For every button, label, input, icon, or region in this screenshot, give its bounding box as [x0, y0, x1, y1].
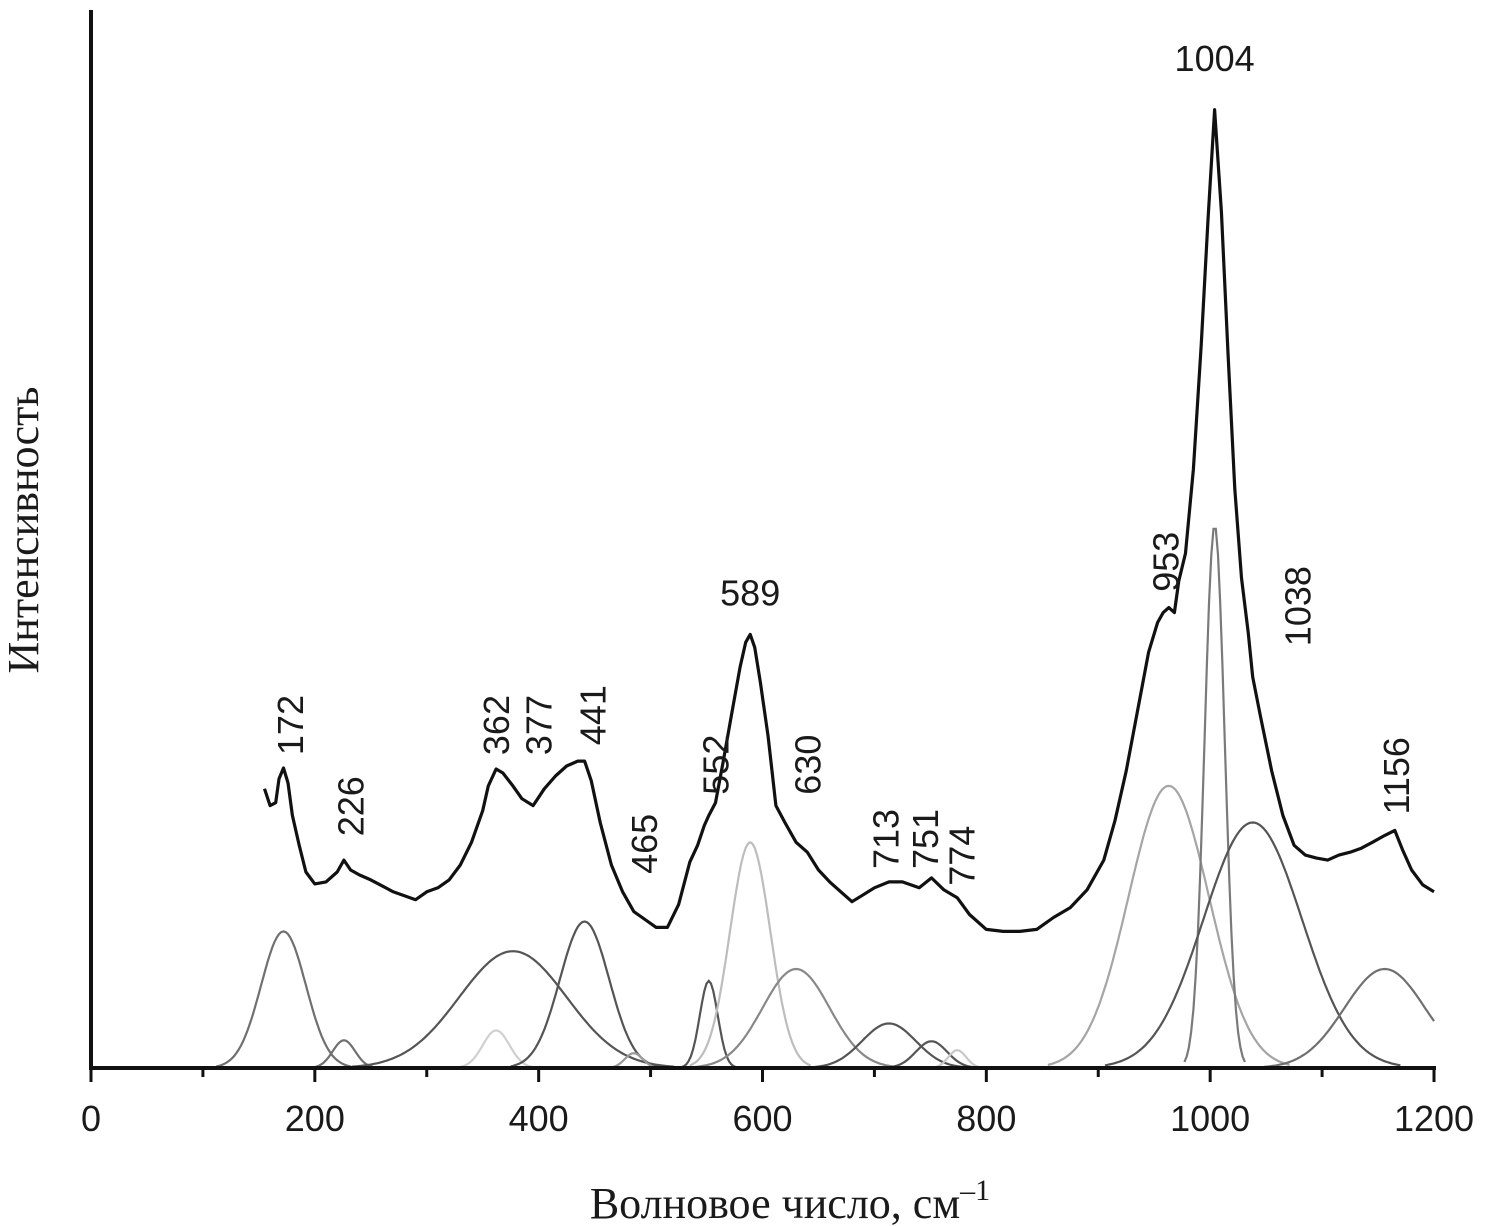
x-tick-label: 1000 [1170, 1098, 1250, 1139]
y-axis-title: Интенсивность [0, 387, 48, 674]
component-curve-441 [510, 920, 659, 1068]
component-curve-774 [930, 1049, 985, 1069]
peak-label-441: 441 [572, 685, 613, 745]
spectrum-line [262, 108, 1435, 933]
peak-label-630: 630 [787, 735, 828, 795]
x-tick-label: 600 [732, 1098, 792, 1139]
peak-label-377: 377 [519, 695, 560, 755]
x-axis-title-unit-exponent: –1 [959, 1174, 990, 1207]
component-curve-630 [695, 967, 897, 1068]
x-axis-title: Волновое число, см–1 [590, 1174, 990, 1226]
peak-label-713: 713 [866, 809, 907, 869]
peak-label-172: 172 [270, 695, 311, 755]
peak-label-552: 552 [696, 735, 737, 795]
component-curve-377 [351, 950, 675, 1068]
peak-label-953: 953 [1145, 532, 1186, 592]
peak-label-774: 774 [942, 826, 983, 886]
fitted-components [216, 527, 1435, 1069]
component-curve-485 [606, 1052, 661, 1069]
component-curve-751 [884, 1040, 979, 1069]
component-curve-552 [681, 979, 737, 1069]
component-curve-1004 [1183, 527, 1246, 1063]
component-curve-963 [1047, 784, 1290, 1066]
x-tick-label: 400 [509, 1098, 569, 1139]
peak-label-362: 362 [476, 695, 517, 755]
peak-label-1004: 1004 [1175, 38, 1255, 79]
x-tick-label: 200 [285, 1098, 345, 1139]
x-tick-label: 1200 [1394, 1098, 1474, 1139]
peak-label-465: 465 [624, 814, 665, 874]
peak-label-1156: 1156 [1376, 737, 1417, 814]
peak-label-589: 589 [720, 573, 780, 614]
peak-label-751: 751 [905, 809, 946, 869]
x-axis-title-text: Волновое число, см [590, 1179, 960, 1226]
x-axis-ticks [89, 1068, 1436, 1082]
peak-label-1038: 1038 [1278, 566, 1319, 646]
x-axis-tick-labels: 0 200 400 600 800 1000 1200 [81, 1098, 1474, 1139]
component-curve-1038 [1104, 821, 1401, 1067]
component-curve-362 [455, 1029, 537, 1069]
component-curve-172 [216, 930, 351, 1068]
peak-label-226: 226 [331, 776, 372, 836]
x-tick-label: 800 [956, 1098, 1016, 1139]
x-tick-label: 0 [81, 1098, 101, 1139]
component-curve-589 [689, 840, 812, 1067]
component-curve-1156 [1263, 967, 1435, 1068]
